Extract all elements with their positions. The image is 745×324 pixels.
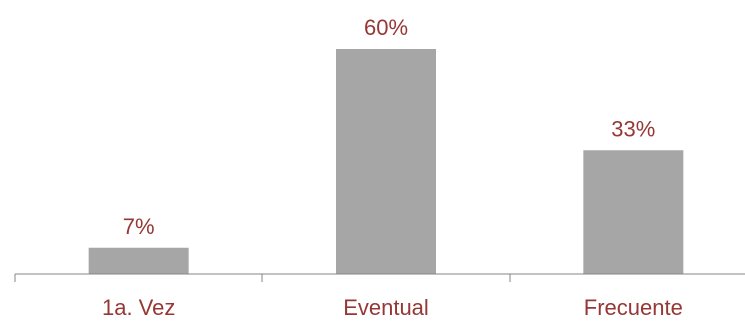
x-tick-label: Frecuente <box>584 295 683 320</box>
data-label: 33% <box>611 116 655 141</box>
bars-group <box>88 49 684 274</box>
x-tick-label: Eventual <box>343 295 429 320</box>
bar <box>583 150 684 274</box>
data-label: 7% <box>123 214 155 239</box>
x-axis <box>14 273 745 282</box>
data-label: 60% <box>364 15 408 40</box>
tick-labels-group: 1a. Vez Eventual Frecuente <box>102 295 683 320</box>
bar <box>336 49 436 274</box>
data-labels-group: 7% 60% 33% <box>123 15 656 239</box>
bar <box>88 247 189 274</box>
x-tick-label: 1a. Vez <box>102 295 175 320</box>
